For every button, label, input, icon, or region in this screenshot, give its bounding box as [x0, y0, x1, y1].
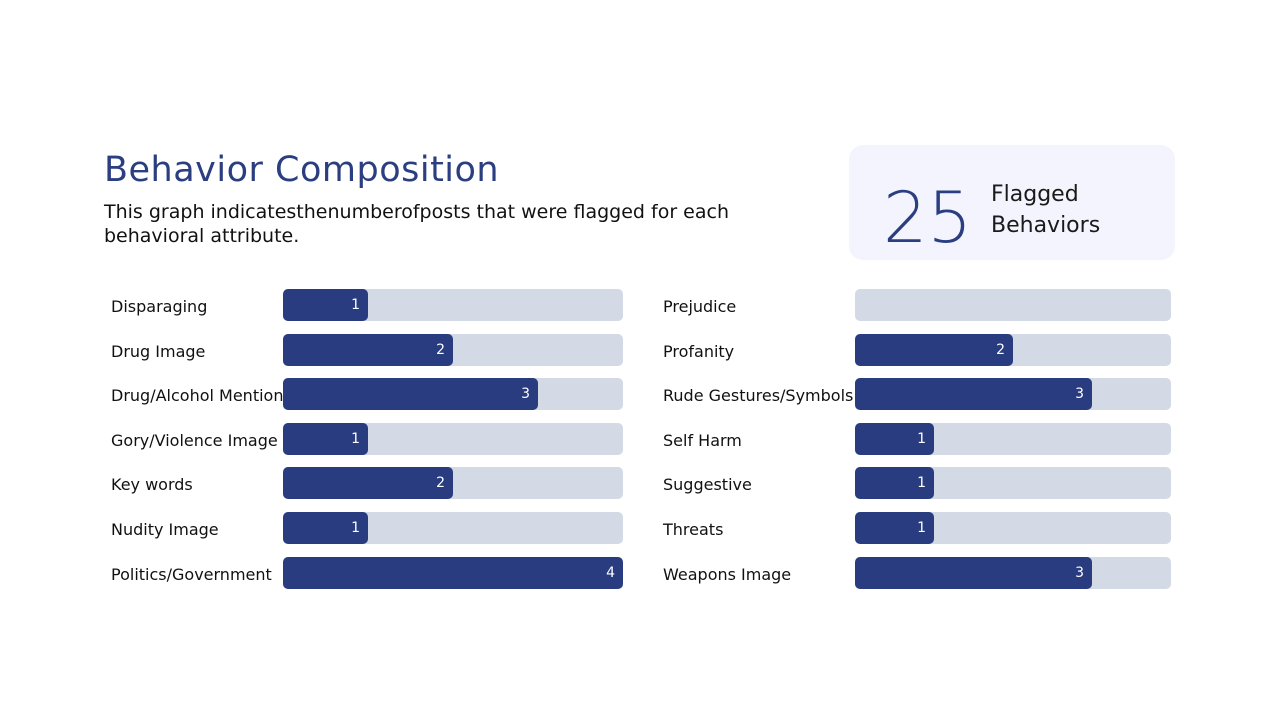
bar-fill: 2 — [283, 467, 453, 499]
bar-category-label: Key words — [111, 475, 193, 494]
bar-row: Politics/Government 4 — [111, 557, 623, 589]
bar-value-label: 2 — [996, 342, 1005, 358]
bar-row: Weapons Image 3 — [663, 557, 1171, 589]
bar-row: Disparaging 1 — [111, 289, 623, 321]
bar-row: Threats 1 — [663, 512, 1171, 544]
bar-value-label: 3 — [1075, 386, 1084, 402]
page-title: Behavior Composition — [104, 150, 500, 190]
bar-track: 4 — [283, 557, 623, 589]
bar-fill: 3 — [855, 378, 1092, 410]
bar-track: 1 — [283, 423, 623, 455]
bar-value-label: 1 — [917, 520, 926, 536]
bar-fill: 1 — [283, 289, 368, 321]
bar-track: 3 — [855, 557, 1171, 589]
bar-value-label: 1 — [917, 475, 926, 491]
bar-category-label: Disparaging — [111, 297, 208, 316]
flagged-behaviors-label: Flagged Behaviors — [991, 182, 1101, 238]
bar-track: 2 — [283, 334, 623, 366]
bar-fill: 1 — [855, 423, 934, 455]
bar-value-label: 2 — [436, 342, 445, 358]
bar-fill: 1 — [855, 512, 934, 544]
bar-fill: 2 — [283, 334, 453, 366]
bar-row: Rude Gestures/Symbols 3 — [663, 378, 1171, 410]
flagged-behaviors-card: 25 Flagged Behaviors — [849, 145, 1175, 260]
bar-category-label: Politics/Government — [111, 565, 272, 584]
bar-track: 1 — [855, 423, 1171, 455]
bar-category-label: Nudity Image — [111, 520, 219, 539]
bar-value-label: 2 — [436, 475, 445, 491]
bar-track: 3 — [283, 378, 623, 410]
bar-category-label: Threats — [663, 520, 724, 539]
bar-track: 1 — [283, 289, 623, 321]
bar-row: Drug Image 2 — [111, 334, 623, 366]
bar-fill: 3 — [283, 378, 538, 410]
bar-track — [855, 289, 1171, 321]
bar-fill: 1 — [283, 423, 368, 455]
bar-row: Drug/Alcohol Mention 3 — [111, 378, 623, 410]
bar-category-label: Rude Gestures/Symbols — [663, 386, 854, 405]
bar-row: Nudity Image 1 — [111, 512, 623, 544]
bar-category-label: Profanity — [663, 342, 735, 361]
bar-fill: 3 — [855, 557, 1092, 589]
page-subtitle: This graph indicatesthenumberofposts tha… — [104, 201, 729, 247]
bar-category-label: Self Harm — [663, 431, 742, 450]
bar-value-label: 3 — [1075, 565, 1084, 581]
bar-value-label: 1 — [351, 520, 360, 536]
bar-category-label: Prejudice — [663, 297, 737, 316]
bar-row: Profanity 2 — [663, 334, 1171, 366]
bar-value-label: 1 — [351, 431, 360, 447]
bar-value-label: 1 — [917, 431, 926, 447]
bar-row: Key words 2 — [111, 467, 623, 499]
bar-category-label: Drug/Alcohol Mention — [111, 386, 284, 405]
bar-row: Gory/Violence Image 1 — [111, 423, 623, 455]
bar-track: 1 — [855, 467, 1171, 499]
bar-row: Self Harm 1 — [663, 423, 1171, 455]
bar-value-label: 3 — [521, 386, 530, 402]
bar-category-label: Weapons Image — [663, 565, 792, 584]
bar-track: 1 — [283, 512, 623, 544]
flagged-behaviors-count: 25 — [883, 177, 973, 259]
bar-category-label: Drug Image — [111, 342, 206, 361]
bar-track: 1 — [855, 512, 1171, 544]
bar-category-label: Suggestive — [663, 475, 752, 494]
bar-value-label: 1 — [351, 297, 360, 313]
bar-row: Suggestive 1 — [663, 467, 1171, 499]
bar-value-label: 4 — [606, 565, 615, 581]
bar-fill: 4 — [283, 557, 623, 589]
bar-category-label: Gory/Violence Image — [111, 431, 278, 450]
bar-fill: 1 — [283, 512, 368, 544]
bar-track: 2 — [855, 334, 1171, 366]
bar-fill: 1 — [855, 467, 934, 499]
bar-fill: 2 — [855, 334, 1013, 366]
bar-track: 3 — [855, 378, 1171, 410]
bar-row: Prejudice — [663, 289, 1171, 321]
bar-track: 2 — [283, 467, 623, 499]
